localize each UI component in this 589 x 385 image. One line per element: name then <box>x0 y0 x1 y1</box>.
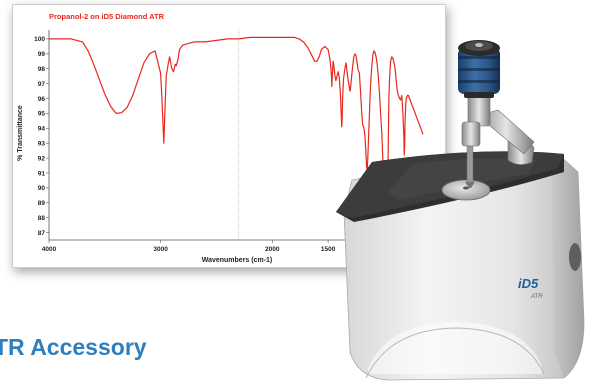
y-tick-label: 90 <box>38 185 46 192</box>
y-axis-label: % Transmittance <box>17 105 24 161</box>
y-tick-label: 95 <box>38 111 46 118</box>
y-tick-label: 96 <box>38 96 46 103</box>
side-port <box>569 243 581 271</box>
pressure-knob <box>458 40 500 98</box>
x-tick-label: 4000 <box>42 246 57 253</box>
spectrum-chart: 87 88 89 90 91 92 93 94 95 96 97 98 99 100 4000 3000 20… <box>17 12 424 264</box>
accessory-heading: TR Accessory <box>0 334 147 360</box>
x-axis-label: Wavenumbers (cm-1) <box>202 257 273 264</box>
x-tick-label: 2000 <box>265 246 280 253</box>
y-tick-label: 98 <box>38 66 46 73</box>
sample-plate <box>336 151 564 222</box>
spectrum-line <box>49 36 424 240</box>
sample-plate-disk <box>441 179 491 201</box>
pressure-arm <box>461 91 535 188</box>
y-tick-label: 94 <box>38 126 46 133</box>
y-tick-label: 99 <box>38 51 46 58</box>
x-tick-label: 1500 <box>321 246 336 253</box>
y-tick-label: 87 <box>38 230 46 237</box>
y-tick-label: 91 <box>38 170 46 177</box>
atr-accessory-device: iD5 ATR <box>336 40 585 381</box>
device-brand-label: iD5 <box>518 276 539 291</box>
y-tick-label: 97 <box>38 81 46 88</box>
spectrum-chart-panel: 87 88 89 90 91 92 93 94 95 96 97 98 99 100 4000 3000 20… <box>12 4 446 268</box>
y-tick-label: 93 <box>38 140 46 147</box>
y-tick-labels: 87 88 89 90 91 92 93 94 95 96 97 98 99 100 <box>34 36 49 237</box>
y-tick-label: 88 <box>38 215 46 222</box>
x-tick-label: 3000 <box>153 246 168 253</box>
chart-title: Propanol-2 on iD5 Diamond ATR <box>49 12 165 21</box>
y-tick-label: 92 <box>38 155 46 162</box>
y-tick-label: 89 <box>38 200 46 207</box>
y-tick-label: 100 <box>34 36 45 43</box>
device-sub-label: ATR <box>530 294 543 300</box>
